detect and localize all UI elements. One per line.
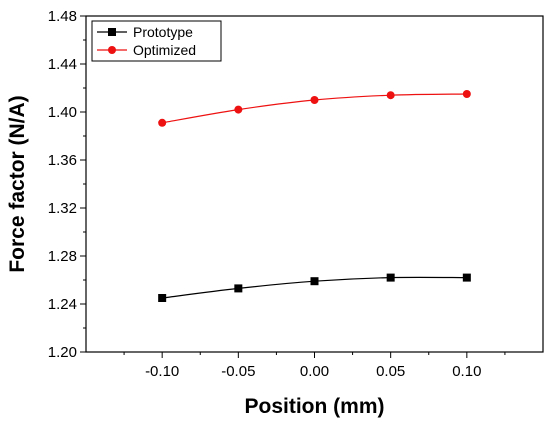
y-tick-label: 1.24 xyxy=(48,296,77,313)
legend-box xyxy=(91,20,222,62)
data-point xyxy=(310,96,319,104)
y-tick-label: 1.44 xyxy=(48,56,77,73)
x-tick-label: 0.00 xyxy=(300,363,329,380)
legend-marker xyxy=(108,46,116,54)
legend-label: Optimized xyxy=(133,42,196,58)
y-axis-title: Force factor (N/A) xyxy=(6,95,29,272)
y-tick-label: 1.32 xyxy=(48,200,77,217)
legend-item: Prototype xyxy=(97,24,193,40)
axis-ticks: 1.20 1.24 1.28 1.32 1.36 1.40 1.44 1.48 -0.10 -0.… xyxy=(48,8,506,380)
x-tick-label: 0.10 xyxy=(452,363,481,380)
data-point xyxy=(158,118,167,127)
x-tick-label: -0.05 xyxy=(221,363,255,380)
legend-item: Optimized xyxy=(97,42,196,58)
legend-label: Prototype xyxy=(133,24,193,40)
plot-frame xyxy=(85,15,544,353)
y-tick-label: 1.40 xyxy=(48,104,77,121)
legend: Prototype Optimized xyxy=(91,20,222,62)
legend-marker xyxy=(108,28,116,36)
series-prototype xyxy=(158,273,471,302)
y-tick-label: 1.48 xyxy=(48,8,77,25)
data-point xyxy=(234,284,243,293)
y-tick-label: 1.28 xyxy=(48,248,77,265)
data-point xyxy=(158,294,167,302)
data-point xyxy=(462,273,471,282)
series-layer xyxy=(158,90,471,302)
x-tick-label: 0.05 xyxy=(376,363,405,380)
x-tick-label: -0.10 xyxy=(145,363,179,380)
data-point xyxy=(386,273,395,282)
x-axis-title: Position (mm) xyxy=(245,395,385,418)
y-tick-label: 1.36 xyxy=(48,152,77,169)
data-point xyxy=(310,277,319,286)
y-tick-label: 1.20 xyxy=(48,344,77,361)
series-optimized xyxy=(158,90,471,127)
data-point xyxy=(462,90,471,98)
data-point xyxy=(386,91,395,100)
data-point xyxy=(234,105,243,114)
